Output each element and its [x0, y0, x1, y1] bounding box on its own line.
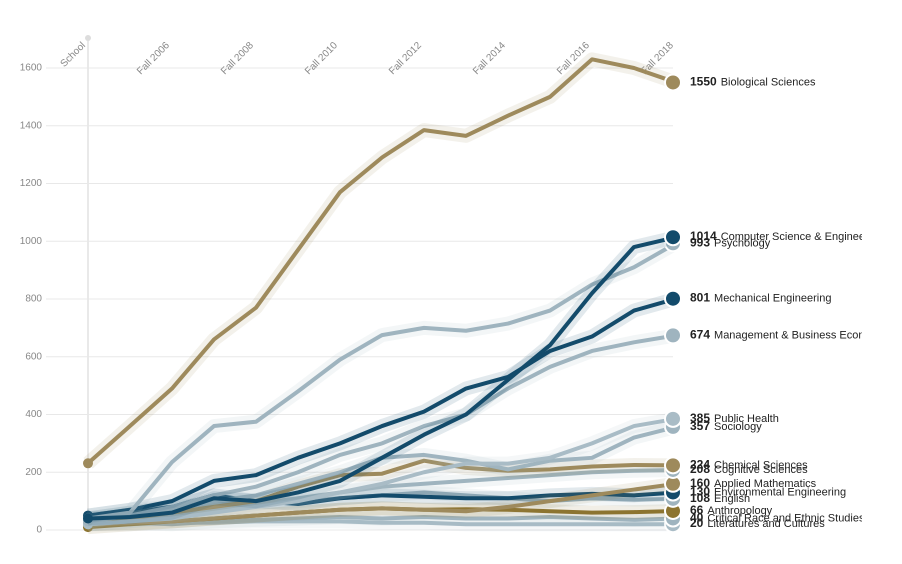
- x-tick-label: Fall 2006: [135, 40, 172, 77]
- y-tick-label: 0: [36, 525, 42, 536]
- series-line: [87, 481, 677, 527]
- legend-name: Applied Mathematics: [714, 478, 817, 490]
- end-value: 224: [690, 457, 710, 471]
- school-axis-dot: [85, 35, 91, 41]
- x-tick-label: Fall 2008: [219, 40, 256, 77]
- x-tick-label: Fall 2012: [387, 40, 424, 77]
- series-label: 40 Critical Race and Ethnic Studies: [690, 511, 865, 525]
- end-dot: [664, 289, 682, 308]
- legend-name: Critical Race and Ethnic Studies: [707, 512, 865, 524]
- series-line: [87, 241, 677, 521]
- end-value: 1550: [690, 75, 717, 89]
- series-label: 357 Sociology: [690, 419, 762, 433]
- legend-name: Public Health: [714, 413, 779, 425]
- legend-name: Anthropology: [707, 505, 772, 517]
- legend-name: Literatures and Cultures: [707, 518, 825, 530]
- end-value: 108: [690, 491, 710, 505]
- start-dot: [83, 458, 93, 469]
- end-value: 993: [690, 235, 710, 249]
- x-tick-label: Fall 2010: [303, 40, 340, 77]
- legend-name: Environmental Engineering: [714, 486, 846, 498]
- end-value: 208: [690, 462, 710, 476]
- end-value: 1014: [690, 229, 717, 243]
- series-line: [87, 458, 677, 524]
- end-value: 40: [690, 511, 704, 525]
- series-label: 208 Cognitive Sciences: [690, 462, 808, 476]
- end-dot: [664, 73, 682, 92]
- end-value: 130: [690, 485, 710, 499]
- legend-name: Sociology: [714, 421, 762, 433]
- legend-name: Mechanical Engineering: [714, 293, 831, 305]
- legend-name: Cognitive Sciences: [714, 464, 808, 476]
- end-dot: [664, 326, 682, 345]
- legend-name: Computer Science & Enginee: [721, 231, 865, 243]
- end-value: 66: [690, 503, 704, 517]
- x-tick-label: Fall 2014: [471, 40, 508, 77]
- series-label: 674 Management & Business Econ: [690, 328, 864, 342]
- end-dot: [664, 409, 682, 428]
- series-line: [87, 235, 677, 521]
- series-label: 20 Literatures and Cultures: [690, 516, 825, 530]
- series-line: [87, 467, 677, 527]
- series-label: 130 Environmental Engineering: [690, 485, 846, 499]
- line-halo: [83, 52, 679, 469]
- y-tick-label: 400: [25, 409, 42, 420]
- series-line: [86, 57, 677, 465]
- legend-name: Biological Sciences: [721, 76, 816, 88]
- series-line: [87, 296, 677, 518]
- legend-name: Psychology: [714, 237, 771, 249]
- end-value: 385: [690, 411, 710, 425]
- end-dot: [664, 228, 682, 247]
- start-dot: [83, 513, 93, 524]
- y-tick-label: 800: [25, 294, 42, 305]
- y-tick-label: 1000: [20, 236, 43, 247]
- y-tick-label: 1200: [20, 178, 43, 189]
- legend-name: Chemical Sciences: [714, 459, 808, 471]
- y-tick-label: 1600: [20, 63, 43, 74]
- end-value: 357: [690, 419, 710, 433]
- end-value: 160: [690, 476, 710, 490]
- end-value: 20: [690, 516, 704, 530]
- end-value: 674: [690, 328, 710, 342]
- series-label: 160 Applied Mathematics: [690, 476, 817, 490]
- series-label: 801 Mechanical Engineering: [690, 291, 831, 305]
- x-tick-label: School: [59, 40, 88, 69]
- series-line: [87, 333, 677, 524]
- series-label: 993 Psychology: [690, 235, 771, 249]
- series-label: 1014 Computer Science & Enginee: [690, 229, 865, 243]
- series-line: [87, 416, 677, 527]
- legend-name: Management & Business Econ: [714, 329, 864, 341]
- y-tick-label: 1400: [20, 120, 43, 131]
- legend-name: English: [714, 493, 750, 505]
- series-line: [87, 515, 677, 527]
- series-label: 1550 Biological Sciences: [690, 75, 816, 89]
- series-label: 108 English: [690, 491, 750, 505]
- series-label: 385 Public Health: [690, 411, 779, 425]
- y-tick-label: 200: [25, 467, 42, 478]
- series-label: 224 Chemical Sciences: [690, 457, 808, 471]
- series-label: 66 Anthropology: [690, 503, 773, 517]
- end-value: 801: [690, 291, 710, 305]
- end-dot: [664, 456, 682, 475]
- y-tick-label: 600: [25, 351, 42, 362]
